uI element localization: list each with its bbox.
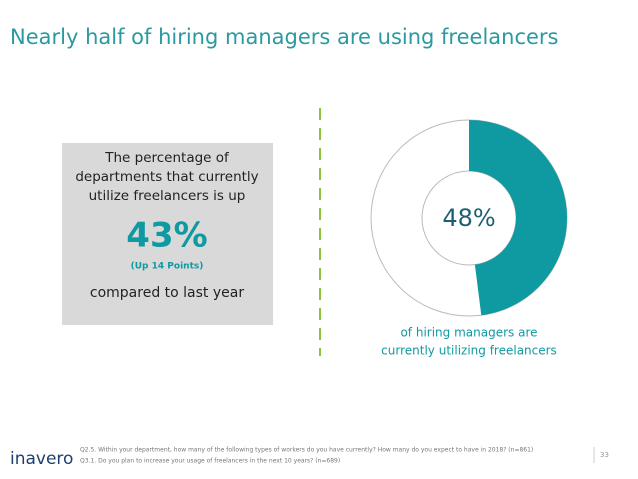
footnote: Q3.1. Do you plan to increase your usage… xyxy=(80,458,340,465)
callout-box xyxy=(62,143,273,325)
callout-footer: compared to last year xyxy=(90,285,244,301)
logo: inavero xyxy=(10,449,73,469)
donut xyxy=(469,120,567,316)
callout-change: (Up 14 Points) xyxy=(131,262,204,272)
callout-line: departments that currently xyxy=(75,169,258,185)
slide-title: Nearly half of hiring managers are using… xyxy=(10,25,559,49)
donut-segment xyxy=(469,120,567,316)
callout-line: The percentage of xyxy=(104,150,230,166)
page-number: 33 xyxy=(600,451,609,459)
callout-stat: 43% xyxy=(126,216,207,256)
caption-line: currently utilizing freelancers xyxy=(381,344,557,358)
callout-line: utilize freelancers is up xyxy=(89,188,246,204)
donut-label: 48% xyxy=(442,204,495,232)
caption-line: of hiring managers are xyxy=(400,326,537,340)
footnote: Q2.5. Within your department, how many o… xyxy=(80,447,533,454)
